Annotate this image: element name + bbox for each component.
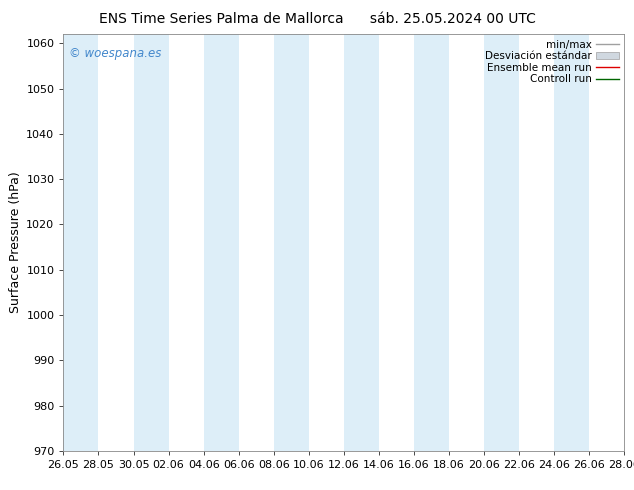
Y-axis label: Surface Pressure (hPa): Surface Pressure (hPa)	[9, 172, 22, 314]
Bar	[134, 34, 169, 451]
Bar	[63, 34, 98, 451]
Text: ENS Time Series Palma de Mallorca      sáb. 25.05.2024 00 UTC: ENS Time Series Palma de Mallorca sáb. 2…	[98, 12, 536, 26]
Bar	[274, 34, 309, 451]
Bar	[204, 34, 239, 451]
Legend: min/max, Desviación estándar, Ensemble mean run, Controll run: min/max, Desviación estándar, Ensemble m…	[482, 36, 623, 87]
Bar	[484, 34, 519, 451]
Bar	[554, 34, 590, 451]
Text: © woespana.es: © woespana.es	[69, 47, 162, 60]
Bar	[344, 34, 379, 451]
Bar	[414, 34, 449, 451]
